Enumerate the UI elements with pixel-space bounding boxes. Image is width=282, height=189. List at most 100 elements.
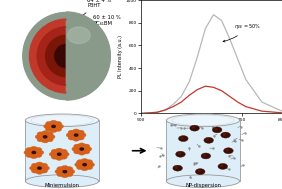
Ellipse shape bbox=[67, 27, 90, 44]
Circle shape bbox=[41, 139, 49, 143]
Circle shape bbox=[173, 165, 182, 171]
Circle shape bbox=[224, 148, 233, 154]
Circle shape bbox=[76, 165, 84, 170]
Circle shape bbox=[57, 172, 64, 177]
Circle shape bbox=[37, 137, 44, 142]
Circle shape bbox=[78, 147, 86, 151]
Text: Miniemulsion: Miniemulsion bbox=[45, 183, 80, 188]
Circle shape bbox=[66, 172, 73, 177]
Circle shape bbox=[77, 130, 84, 135]
Circle shape bbox=[68, 130, 75, 135]
Circle shape bbox=[41, 131, 49, 135]
Circle shape bbox=[37, 150, 44, 155]
Bar bbox=[166, 120, 240, 181]
Y-axis label: PL Intensity (a.u.): PL Intensity (a.u.) bbox=[118, 35, 123, 78]
Circle shape bbox=[31, 169, 39, 173]
Ellipse shape bbox=[25, 114, 99, 127]
Circle shape bbox=[30, 19, 103, 93]
Circle shape bbox=[176, 151, 185, 157]
Circle shape bbox=[72, 133, 80, 137]
Circle shape bbox=[49, 152, 56, 156]
Circle shape bbox=[204, 137, 213, 143]
Circle shape bbox=[35, 135, 42, 139]
Circle shape bbox=[60, 155, 67, 159]
Circle shape bbox=[44, 124, 51, 129]
Circle shape bbox=[46, 35, 87, 77]
Circle shape bbox=[83, 144, 90, 148]
Circle shape bbox=[68, 136, 75, 140]
Circle shape bbox=[74, 149, 81, 154]
Circle shape bbox=[31, 163, 39, 168]
Circle shape bbox=[35, 153, 42, 157]
Circle shape bbox=[41, 135, 49, 139]
Circle shape bbox=[81, 166, 88, 171]
Circle shape bbox=[46, 137, 53, 142]
Ellipse shape bbox=[166, 175, 240, 187]
Circle shape bbox=[24, 150, 31, 155]
Circle shape bbox=[212, 127, 222, 133]
Circle shape bbox=[198, 170, 200, 172]
Circle shape bbox=[74, 134, 78, 136]
Circle shape bbox=[223, 134, 226, 135]
Circle shape bbox=[78, 151, 85, 155]
Circle shape bbox=[72, 129, 80, 133]
Circle shape bbox=[192, 127, 195, 128]
Circle shape bbox=[77, 136, 84, 140]
Text: NP-dispersion: NP-dispersion bbox=[185, 183, 221, 188]
Circle shape bbox=[60, 149, 67, 154]
Circle shape bbox=[195, 169, 205, 175]
Circle shape bbox=[226, 149, 228, 151]
Circle shape bbox=[38, 167, 41, 169]
Circle shape bbox=[75, 163, 82, 167]
Circle shape bbox=[50, 120, 57, 125]
Circle shape bbox=[66, 167, 73, 171]
Bar bbox=[25, 120, 99, 181]
Circle shape bbox=[83, 164, 86, 166]
Circle shape bbox=[26, 153, 33, 157]
Circle shape bbox=[85, 165, 93, 170]
Wedge shape bbox=[66, 12, 110, 100]
Circle shape bbox=[61, 166, 69, 170]
Circle shape bbox=[51, 149, 58, 154]
Text: 64 ± 4 %
P3HT: 64 ± 4 % P3HT bbox=[75, 0, 111, 21]
Circle shape bbox=[175, 167, 178, 168]
Circle shape bbox=[36, 166, 43, 170]
Circle shape bbox=[55, 152, 63, 156]
Circle shape bbox=[30, 166, 37, 170]
Circle shape bbox=[23, 12, 110, 100]
Circle shape bbox=[61, 173, 69, 178]
Circle shape bbox=[50, 124, 58, 129]
Circle shape bbox=[56, 156, 63, 160]
Circle shape bbox=[80, 148, 83, 150]
Circle shape bbox=[42, 166, 49, 170]
Circle shape bbox=[36, 170, 43, 174]
Circle shape bbox=[43, 136, 47, 138]
Circle shape bbox=[81, 162, 89, 167]
Circle shape bbox=[79, 133, 86, 137]
Circle shape bbox=[37, 132, 44, 136]
Circle shape bbox=[54, 127, 62, 131]
Circle shape bbox=[61, 169, 69, 174]
Circle shape bbox=[72, 147, 79, 151]
Circle shape bbox=[215, 128, 217, 130]
Circle shape bbox=[76, 160, 84, 164]
Circle shape bbox=[221, 165, 223, 166]
Ellipse shape bbox=[66, 24, 91, 43]
Circle shape bbox=[57, 167, 64, 171]
Circle shape bbox=[45, 122, 53, 126]
Circle shape bbox=[58, 153, 61, 155]
Circle shape bbox=[62, 152, 69, 156]
Circle shape bbox=[206, 139, 209, 140]
Ellipse shape bbox=[25, 175, 99, 187]
Circle shape bbox=[56, 148, 63, 153]
Text: 60 ± 10 %
PC₆₁BM: 60 ± 10 % PC₆₁BM bbox=[85, 15, 121, 40]
Circle shape bbox=[50, 128, 57, 132]
X-axis label: Wavelength (nm): Wavelength (nm) bbox=[190, 124, 233, 129]
Circle shape bbox=[68, 169, 75, 174]
Circle shape bbox=[83, 149, 90, 154]
Circle shape bbox=[30, 154, 38, 159]
Circle shape bbox=[178, 153, 180, 154]
Circle shape bbox=[221, 132, 230, 138]
Circle shape bbox=[181, 137, 183, 139]
Circle shape bbox=[201, 153, 211, 159]
